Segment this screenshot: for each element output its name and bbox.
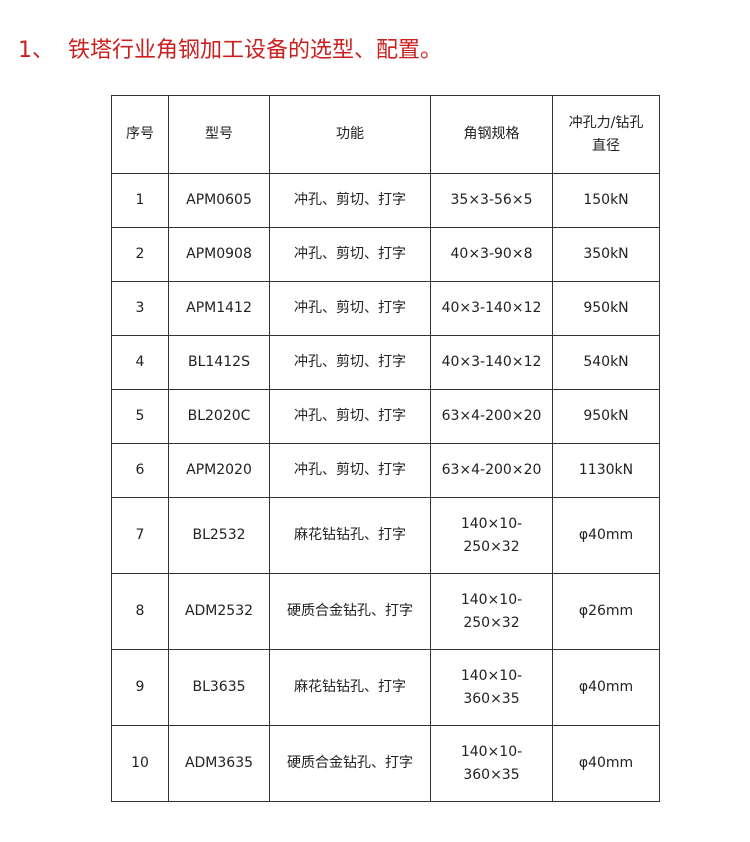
cell-force-diameter: 950kN xyxy=(552,389,660,444)
cell-seq: 8 xyxy=(111,573,169,650)
header-row: 序号 型号 功能 角钢规格 冲孔力/钻孔直径 xyxy=(111,95,660,174)
cell-angle-spec: 40×3-90×8 xyxy=(430,227,553,282)
cell-model: ADM2532 xyxy=(168,573,270,650)
cell-function: 冲孔、剪切、打字 xyxy=(269,173,431,228)
cell-force-diameter: 540kN xyxy=(552,335,660,390)
cell-angle-spec: 140×10-250×32 xyxy=(430,497,553,574)
cell-force-diameter: 150kN xyxy=(552,173,660,228)
header-function: 功能 xyxy=(269,95,431,174)
cell-force-diameter: φ26mm xyxy=(552,573,660,650)
table-row: 6 APM2020 冲孔、剪切、打字 63×4-200×20 1130kN xyxy=(111,443,660,498)
cell-function: 麻花钻钻孔、打字 xyxy=(269,649,431,726)
cell-angle-spec: 63×4-200×20 xyxy=(430,443,553,498)
cell-angle-spec: 140×10-360×35 xyxy=(430,649,553,726)
cell-seq: 7 xyxy=(111,497,169,574)
header-model: 型号 xyxy=(168,95,270,174)
table-row: 1 APM0605 冲孔、剪切、打字 35×3-56×5 150kN xyxy=(111,173,660,228)
cell-model: APM2020 xyxy=(168,443,270,498)
cell-model: APM1412 xyxy=(168,281,270,336)
table-row: 8 ADM2532 硬质合金钻孔、打字 140×10-250×32 φ26mm xyxy=(111,573,660,650)
page-title: 1、 铁塔行业角钢加工设备的选型、配置。 xyxy=(18,38,442,63)
cell-function: 冲孔、剪切、打字 xyxy=(269,335,431,390)
cell-function: 硬质合金钻孔、打字 xyxy=(269,725,431,802)
cell-seq: 4 xyxy=(111,335,169,390)
cell-model: BL2020C xyxy=(168,389,270,444)
cell-function: 冲孔、剪切、打字 xyxy=(269,443,431,498)
cell-seq: 9 xyxy=(111,649,169,726)
header-angle-spec: 角钢规格 xyxy=(430,95,553,174)
table-row: 10 ADM3635 硬质合金钻孔、打字 140×10-360×35 φ40mm xyxy=(111,725,660,802)
cell-seq: 1 xyxy=(111,173,169,228)
cell-model: BL3635 xyxy=(168,649,270,726)
cell-model: APM0908 xyxy=(168,227,270,282)
cell-seq: 2 xyxy=(111,227,169,282)
cell-force-diameter: φ40mm xyxy=(552,725,660,802)
table-row: 3 APM1412 冲孔、剪切、打字 40×3-140×12 950kN xyxy=(111,281,660,336)
cell-seq: 3 xyxy=(111,281,169,336)
cell-force-diameter: φ40mm xyxy=(552,649,660,726)
cell-seq: 6 xyxy=(111,443,169,498)
cell-function: 冲孔、剪切、打字 xyxy=(269,227,431,282)
cell-angle-spec: 140×10-360×35 xyxy=(430,725,553,802)
cell-function: 冲孔、剪切、打字 xyxy=(269,389,431,444)
cell-angle-spec: 40×3-140×12 xyxy=(430,281,553,336)
cell-angle-spec: 63×4-200×20 xyxy=(430,389,553,444)
cell-seq: 10 xyxy=(111,725,169,802)
table-row: 5 BL2020C 冲孔、剪切、打字 63×4-200×20 950kN xyxy=(111,389,660,444)
cell-angle-spec: 140×10-250×32 xyxy=(430,573,553,650)
cell-model: BL2532 xyxy=(168,497,270,574)
table-row: 4 BL1412S 冲孔、剪切、打字 40×3-140×12 540kN xyxy=(111,335,660,390)
cell-angle-spec: 35×3-56×5 xyxy=(430,173,553,228)
table-row: 2 APM0908 冲孔、剪切、打字 40×3-90×8 350kN xyxy=(111,227,660,282)
cell-model: ADM3635 xyxy=(168,725,270,802)
equipment-table: 序号 型号 功能 角钢规格 冲孔力/钻孔直径 1 APM0605 冲孔、剪切、打字 35×3-5… xyxy=(111,95,660,802)
cell-angle-spec: 40×3-140×12 xyxy=(430,335,553,390)
cell-function: 麻花钻钻孔、打字 xyxy=(269,497,431,574)
header-seq: 序号 xyxy=(111,95,169,174)
table-row: 9 BL3635 麻花钻钻孔、打字 140×10-360×35 φ40mm xyxy=(111,649,660,726)
cell-model: APM0605 xyxy=(168,173,270,228)
cell-function: 冲孔、剪切、打字 xyxy=(269,281,431,336)
cell-force-diameter: 1130kN xyxy=(552,443,660,498)
table-row: 7 BL2532 麻花钻钻孔、打字 140×10-250×32 φ40mm xyxy=(111,497,660,574)
cell-function: 硬质合金钻孔、打字 xyxy=(269,573,431,650)
header-force-diameter: 冲孔力/钻孔直径 xyxy=(552,95,660,174)
cell-model: BL1412S xyxy=(168,335,270,390)
cell-seq: 5 xyxy=(111,389,169,444)
cell-force-diameter: 350kN xyxy=(552,227,660,282)
cell-force-diameter: φ40mm xyxy=(552,497,660,574)
cell-force-diameter: 950kN xyxy=(552,281,660,336)
